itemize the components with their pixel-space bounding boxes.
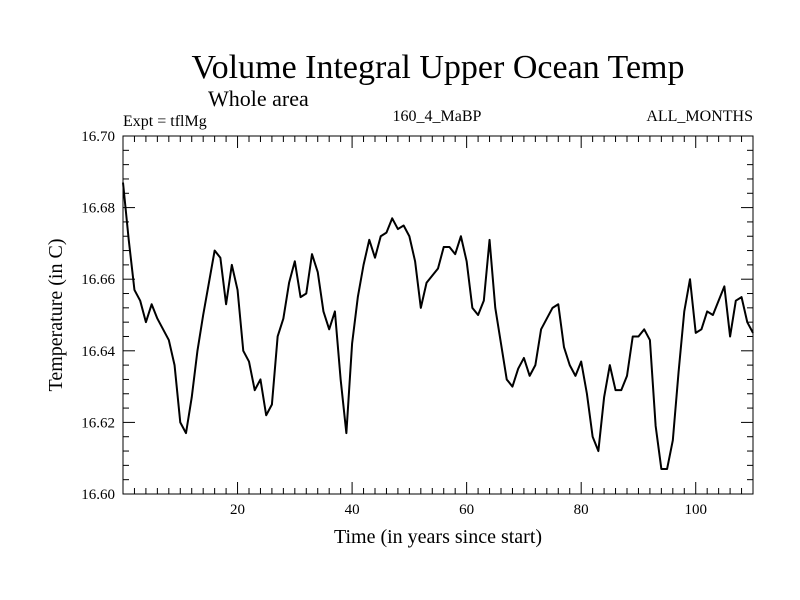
y-tick-label: 16.68 xyxy=(81,201,115,217)
x-tick-label: 40 xyxy=(345,502,360,518)
chart-subtitle: Whole area xyxy=(208,86,309,111)
x-tick-label: 80 xyxy=(574,502,589,518)
chart-title: Volume Integral Upper Ocean Temp xyxy=(192,49,685,86)
y-tick-label: 16.60 xyxy=(81,487,115,503)
y-tick-label: 16.70 xyxy=(81,129,115,145)
y-tick-label: 16.66 xyxy=(81,272,115,288)
x-tick-label: 100 xyxy=(684,502,707,518)
plot-frame xyxy=(122,135,754,495)
axis-ticks xyxy=(123,136,753,494)
tick-labels: 20 40 60 80 100 16.60 16.62 16.64 16.66 16.68 16.7… xyxy=(81,129,707,518)
y-axis-label: Temperature (in C) xyxy=(45,239,67,392)
months-annotation: ALL_MONTHS xyxy=(646,108,753,125)
run-annotation: 160_4_MaBP xyxy=(393,108,482,125)
x-tick-label: 20 xyxy=(230,502,245,518)
series-line-temperature xyxy=(122,182,754,470)
x-tick-label: 60 xyxy=(459,502,474,518)
expt-annotation: Expt = tflMg xyxy=(123,113,207,130)
y-tick-label: 16.64 xyxy=(81,344,115,360)
y-tick-label: 16.62 xyxy=(81,415,115,431)
x-axis-label: Time (in years since start) xyxy=(334,526,542,548)
